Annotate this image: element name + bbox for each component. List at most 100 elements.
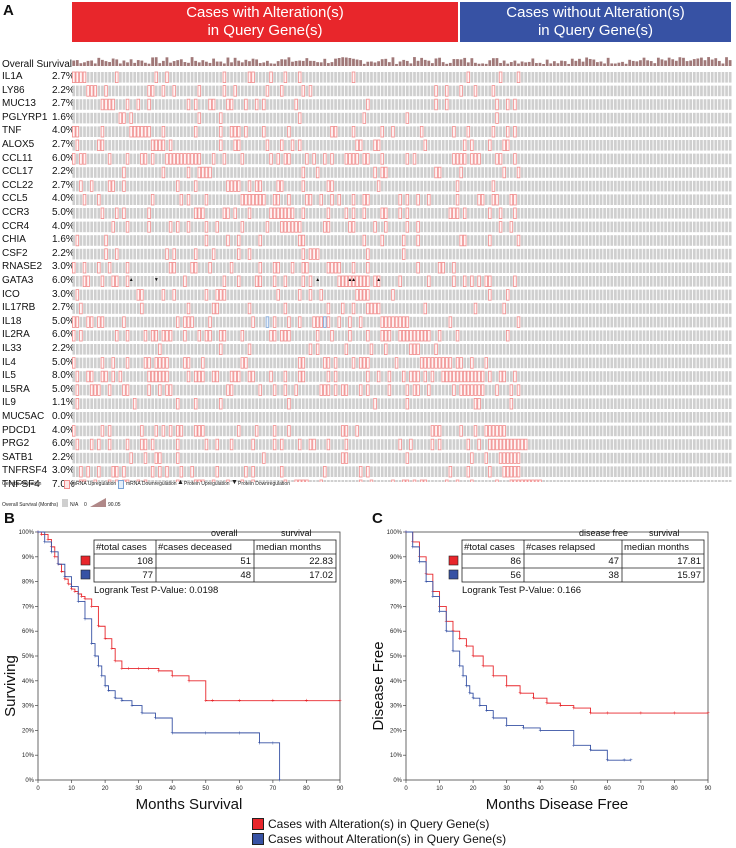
oncoprint-cell bbox=[682, 99, 685, 110]
oncoprint-cell bbox=[327, 140, 330, 151]
oncoprint-cell bbox=[72, 167, 76, 178]
oncoprint-cell bbox=[176, 303, 180, 314]
oncoprint-cell bbox=[219, 85, 223, 97]
oncoprint-cell bbox=[230, 208, 233, 219]
oncoprint-cell bbox=[104, 208, 108, 219]
oncoprint-cell bbox=[527, 384, 531, 396]
oncoprint-cell bbox=[416, 221, 420, 233]
oncoprint-cell bbox=[628, 167, 632, 178]
oncoprint-cell bbox=[359, 371, 363, 382]
oncoprint-cell bbox=[456, 384, 459, 396]
oncoprint-cell bbox=[689, 316, 693, 328]
oncoprint-cell bbox=[477, 330, 481, 341]
oncoprint-cell bbox=[391, 330, 395, 341]
oncoprint-cell bbox=[725, 303, 728, 314]
oncoprint-cell bbox=[93, 248, 97, 260]
oncoprint-cell bbox=[395, 262, 398, 273]
oncoprint-cell bbox=[682, 235, 685, 246]
oncoprint-cell bbox=[499, 303, 502, 314]
oncoprint-cell bbox=[405, 140, 409, 151]
oncoprint-cell bbox=[104, 262, 108, 273]
oncoprint-cell bbox=[664, 208, 667, 219]
oncoprint-cell bbox=[492, 289, 495, 301]
oncoprint-cell bbox=[689, 398, 693, 409]
oncoprint-cell bbox=[499, 235, 502, 246]
oncoprint-cell bbox=[287, 276, 291, 287]
oncoprint-cell bbox=[169, 412, 172, 423]
oncoprint-cell bbox=[319, 344, 323, 355]
oncoprint-cell bbox=[420, 303, 424, 314]
oncoprint-cell bbox=[150, 329, 155, 342]
oncoprint-cell bbox=[327, 412, 330, 423]
oncoprint-cell bbox=[484, 344, 488, 355]
oncoprint-cell bbox=[233, 194, 237, 205]
oncoprint-cell bbox=[725, 344, 728, 355]
oncoprint-cell bbox=[649, 221, 653, 233]
oncoprint-cell bbox=[412, 384, 417, 396]
oncoprint-cell bbox=[269, 194, 273, 205]
oncoprint-cell bbox=[398, 235, 402, 246]
oncoprint-cell bbox=[581, 85, 585, 97]
oncoprint-cell bbox=[527, 99, 531, 110]
gene-alteration-percent: 5.0% bbox=[52, 383, 75, 395]
oncoprint-cell bbox=[588, 126, 592, 137]
oncoprint-cell bbox=[204, 289, 209, 301]
oncoprint-cell bbox=[327, 194, 330, 205]
oncoprint-cell bbox=[423, 329, 428, 342]
oncoprint-cell bbox=[377, 99, 380, 110]
oncoprint-cell bbox=[269, 71, 273, 84]
oncoprint-cell bbox=[721, 72, 725, 83]
oncoprint-cell bbox=[459, 370, 463, 383]
oncoprint-cell bbox=[614, 180, 617, 192]
oncoprint-cell bbox=[327, 153, 330, 165]
oncoprint-cell bbox=[223, 221, 226, 233]
oncoprint-cell bbox=[237, 316, 241, 328]
oncoprint-cell bbox=[420, 235, 424, 246]
oncoprint-cell bbox=[610, 303, 614, 314]
oncoprint-cell bbox=[689, 126, 693, 137]
oncoprint-cell bbox=[319, 72, 323, 83]
oncoprint-cell bbox=[588, 303, 592, 314]
oncoprint-cell bbox=[449, 398, 452, 409]
oncoprint-cell bbox=[527, 126, 531, 137]
oncoprint-cell bbox=[370, 248, 373, 260]
oncoprint-cell bbox=[517, 126, 520, 137]
oncoprint-cell bbox=[376, 139, 381, 152]
oncoprint-cell bbox=[90, 221, 94, 233]
oncoprint-cell bbox=[671, 99, 675, 110]
oncoprint-cell bbox=[380, 207, 384, 220]
oncoprint-cell bbox=[700, 303, 703, 314]
oncoprint-cell bbox=[416, 261, 420, 274]
oncoprint-cell bbox=[258, 344, 262, 355]
oncoprint-cell bbox=[678, 248, 682, 260]
oncoprint-cell bbox=[345, 221, 348, 233]
oncoprint-cell bbox=[649, 248, 653, 260]
oncoprint-cell bbox=[517, 344, 520, 355]
oncoprint-cell bbox=[154, 99, 158, 110]
oncoprint-cell bbox=[492, 316, 495, 328]
gene-name: PDCD1 bbox=[2, 424, 36, 436]
oncoprint-cell bbox=[287, 397, 291, 410]
oncoprint-cell bbox=[718, 303, 721, 314]
gene-name: CHIA bbox=[2, 234, 26, 246]
oncoprint-cell bbox=[201, 248, 205, 260]
oncoprint-cell bbox=[294, 398, 298, 409]
os-bar bbox=[161, 60, 165, 66]
oncoprint-cell bbox=[126, 180, 129, 192]
oncoprint-cell bbox=[427, 262, 431, 273]
oncoprint-cell bbox=[111, 384, 115, 396]
oncoprint-cell bbox=[510, 262, 513, 273]
oncoprint-cell bbox=[348, 262, 352, 273]
oncoprint-cell bbox=[298, 85, 302, 97]
oncoprint-cell bbox=[373, 194, 377, 205]
oncoprint-cell bbox=[671, 262, 675, 273]
oncoprint-cell bbox=[538, 303, 542, 314]
oncoprint-cell bbox=[223, 384, 226, 396]
oncoprint-cell bbox=[219, 412, 223, 423]
oncoprint-cell bbox=[373, 371, 377, 382]
oncoprint-cell bbox=[405, 357, 409, 369]
oncoprint-cell bbox=[517, 140, 520, 151]
oncoprint-cell bbox=[72, 276, 76, 287]
oncoprint-cell bbox=[255, 344, 259, 355]
oncoprint-cell bbox=[169, 289, 172, 301]
